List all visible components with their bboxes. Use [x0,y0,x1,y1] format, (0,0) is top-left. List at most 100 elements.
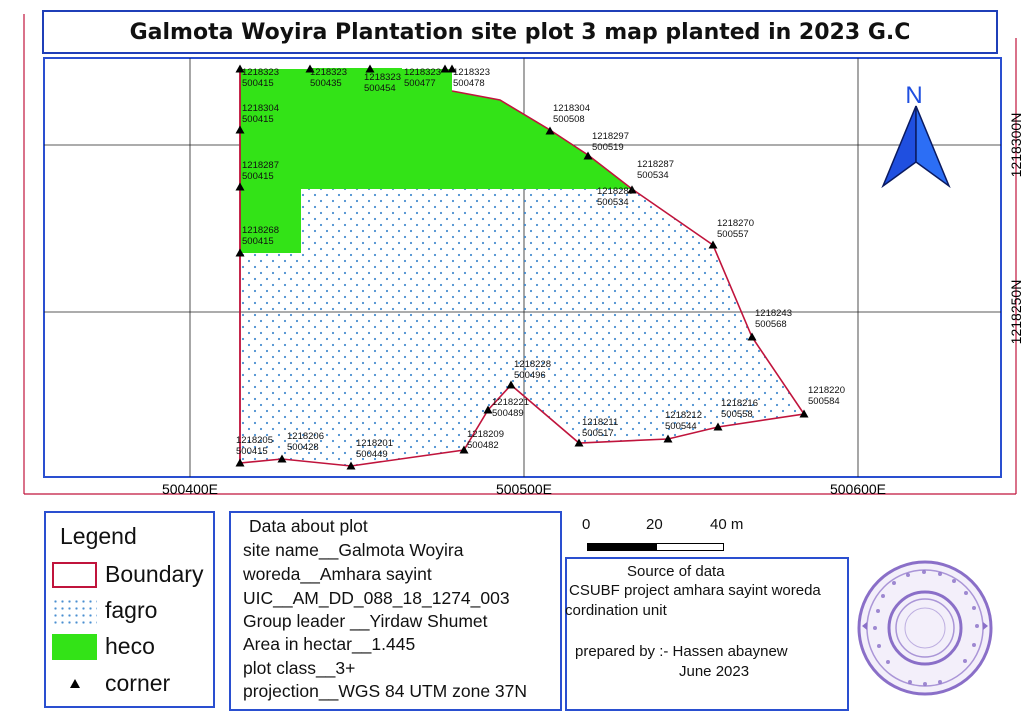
corner-label-easting: 500477 [404,78,436,89]
corner-label-northing: 1218287 [597,186,634,197]
scale-segment-black [587,543,657,551]
map-title: Galmota Woyira Plantation site plot 3 ma… [129,19,911,45]
corner-label-easting: 500415 [236,446,268,457]
corner-marker [235,182,245,191]
plot-data-panel: Data about plot site name__Galmota Woyir… [229,511,562,711]
corner-marker [799,409,809,418]
corner-marker [713,422,723,431]
legend-title: Legend [60,523,137,549]
corner-label-easting: 500449 [356,449,388,460]
corner-label-easting: 500519 [592,142,624,153]
grid-label-y2: 1218250N [1008,280,1024,345]
corner-marker [235,458,245,467]
corner-label-northing: 1218270 [717,218,754,229]
corner-label-northing: 1218206 [287,431,324,442]
corner-label-easting: 500415 [242,171,274,182]
source-line2: cordination unit [565,602,667,619]
legend-item-fagro: fagro [52,597,157,624]
corner-label-northing: 1218228 [514,359,551,370]
corner-marker [747,332,757,341]
corner-labels: 1218323500415121832350043512183235004541… [236,67,845,460]
corner-label-easting: 500454 [364,83,396,94]
corner-label-easting: 500517 [582,428,614,439]
corner-marker [627,185,637,194]
corner-marker [574,438,584,447]
corner-marker [583,151,593,160]
fagro-swatch [52,597,97,624]
north-arrow-icon: N [881,82,951,189]
corner-label-northing: 1218297 [592,131,629,142]
corner-label-easting: 500482 [467,440,499,451]
legend-item-boundary: Boundary [52,561,203,588]
corner-marker [506,380,516,389]
source-panel: Source of data CSUBF project amhara sayi… [565,557,849,711]
heco-area [240,68,632,253]
corner-label-easting: 500435 [310,78,342,89]
corner-markers [235,64,809,470]
grid-label-y1: 1218300N [1008,113,1024,178]
plot-uic: UIC__AM_DD_088_18_1274_003 [243,588,510,608]
legend-item-corner: corner [52,670,170,697]
corner-label-easting: 500496 [514,370,546,381]
legend-label-heco: heco [105,633,155,659]
corner-marker [305,64,315,73]
stamp-icon [857,560,993,696]
corner-label-northing: 1218209 [467,429,504,440]
corner-label-easting: 500428 [287,442,319,453]
corner-label-easting: 500584 [808,396,840,407]
corner-marker [663,434,673,443]
corner-label-easting: 500557 [717,229,749,240]
plot-woreda: woreda__Amhara sayint [243,564,432,584]
corner-label-northing: 1218268 [242,225,279,236]
corner-label-easting: 500415 [242,114,274,125]
plot-area: Area in hectar__1.445 [243,634,416,654]
corner-marker [447,64,457,73]
corner-label-northing: 1218212 [665,410,702,421]
legend-label-fagro: fagro [105,597,158,623]
legend-label-corner: corner [105,670,171,696]
corner-label-easting: 500534 [597,197,629,208]
corner-label-easting: 500478 [453,78,485,89]
scale-label-0: 0 [582,516,591,533]
boundary-swatch [52,561,97,588]
corner-label-easting: 500415 [242,78,274,89]
plot-projection: projection__WGS 84 UTM zone 37N [243,681,528,701]
corner-label-northing: 1218323 [404,67,441,78]
grid-label-x3: 500600E [830,481,886,497]
corner-label-northing: 1218201 [356,438,393,449]
corner-marker [459,445,469,454]
scale-label-40: 40 m [710,516,744,533]
legend-panel: Legend Boundary fagro heco corner [44,511,215,708]
corner-label-easting: 500558 [721,409,753,420]
outer-border-lines [23,14,1017,495]
corner-marker [545,126,555,135]
corner-marker [235,125,245,134]
corner-label-easting: 500568 [755,319,787,330]
source-heading: Source of data [627,563,725,580]
map-title-box: Galmota Woyira Plantation site plot 3 ma… [42,10,998,54]
prepared-date: June 2023 [679,663,750,680]
corner-label-northing: 1218304 [553,103,590,114]
triangle-icon [69,679,80,688]
source-line1: CSUBF project amhara sayint woreda [569,582,821,599]
plot-class: plot class__3+ [243,658,356,678]
legend-item-heco: heco [52,633,155,660]
corner-swatch [52,671,97,697]
corner-label-northing: 1218205 [236,435,273,446]
corner-marker [708,240,718,249]
corner-marker [365,64,375,73]
corner-marker [235,248,245,257]
heco-swatch [52,633,97,660]
corner-label-northing: 1218216 [721,398,758,409]
corner-label-easting: 500544 [665,421,697,432]
corner-marker [235,64,245,73]
corner-label-northing: 1218323 [453,67,490,78]
corner-marker [277,454,287,463]
corner-marker [440,64,450,73]
corner-label-easting: 500415 [242,236,274,247]
corner-label-northing: 1218323 [364,72,401,83]
prepared-by: prepared by :- Hassen abaynew [575,643,788,660]
corner-label-northing: 1218221 [492,397,529,408]
legend-label-boundary: Boundary [105,561,204,587]
